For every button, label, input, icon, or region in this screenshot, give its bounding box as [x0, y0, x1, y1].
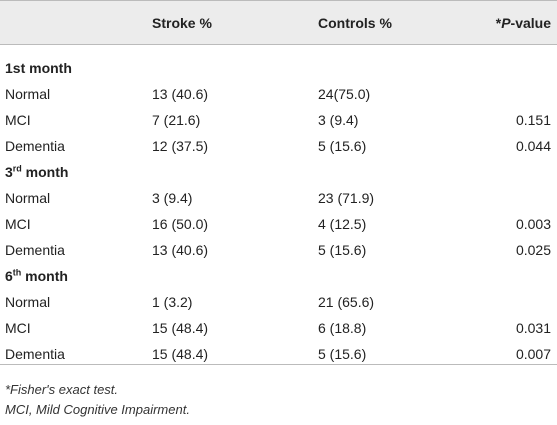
p-cell: 0.044 — [515, 138, 551, 154]
section-label: 1st month — [5, 60, 72, 76]
label-number: 6 — [5, 268, 13, 284]
controls-cell: 6 (18.8) — [318, 320, 367, 336]
stroke-cell: 16 (50.0) — [152, 216, 209, 232]
stroke-cell: 12 (37.5) — [152, 138, 209, 154]
controls-cell: 23 (71.9) — [318, 190, 375, 206]
stroke-cell: 1 (3.2) — [152, 294, 193, 310]
group-cell: MCI — [5, 112, 31, 128]
stroke-cell: 7 (21.6) — [152, 112, 201, 128]
section-label: 6th month — [5, 268, 68, 284]
group-cell: Dementia — [5, 138, 65, 154]
section-label: 3rd month — [5, 164, 68, 180]
star: * — [495, 15, 502, 31]
label-sup: rd — [12, 163, 22, 174]
stroke-cell: 15 (48.4) — [152, 346, 209, 362]
p: P — [501, 15, 511, 31]
controls-cell: 3 (9.4) — [318, 112, 359, 128]
label-number: 3 — [5, 164, 13, 180]
p-cell: 0.151 — [515, 112, 551, 128]
controls-cell: 5 (15.6) — [318, 138, 367, 154]
controls-cell: 21 (65.6) — [318, 294, 375, 310]
p-cell: 0.003 — [515, 216, 551, 232]
label-sup: th — [12, 267, 22, 278]
bottom-rule — [0, 364, 557, 365]
p-cell: 0.031 — [515, 320, 551, 336]
label-rest: month — [25, 60, 72, 76]
rest: -value — [510, 15, 551, 31]
controls-cell: 5 (15.6) — [318, 242, 367, 258]
p-cell: 0.025 — [515, 242, 551, 258]
footnote: *Fisher's exact test. — [5, 382, 119, 397]
stroke-cell: 3 (9.4) — [152, 190, 193, 206]
group-cell: Dementia — [5, 346, 65, 362]
p-value-heading: *P-value — [496, 15, 551, 31]
header-band — [0, 0, 557, 45]
group-cell: MCI — [5, 320, 31, 336]
stroke-cell: 13 (40.6) — [152, 242, 209, 258]
stroke-cell: 13 (40.6) — [152, 86, 209, 102]
controls-cell: 24(75.0) — [318, 86, 371, 102]
p-cell: 0.007 — [515, 346, 551, 362]
group-cell: MCI — [5, 216, 31, 232]
label-rest: month — [21, 164, 69, 180]
group-cell: Normal — [5, 86, 51, 102]
controls-cell: 5 (15.6) — [318, 346, 367, 362]
group-cell: Normal — [5, 190, 51, 206]
column-heading: Stroke % — [152, 15, 212, 31]
label-number: 1st — [5, 60, 26, 76]
group-cell: Dementia — [5, 242, 65, 258]
stroke-cell: 15 (48.4) — [152, 320, 209, 336]
column-heading: Controls % — [318, 15, 392, 31]
label-rest: month — [21, 268, 68, 284]
footnote: MCI, Mild Cognitive Impairment. — [5, 402, 190, 417]
group-cell: Normal — [5, 294, 51, 310]
controls-cell: 4 (12.5) — [318, 216, 367, 232]
